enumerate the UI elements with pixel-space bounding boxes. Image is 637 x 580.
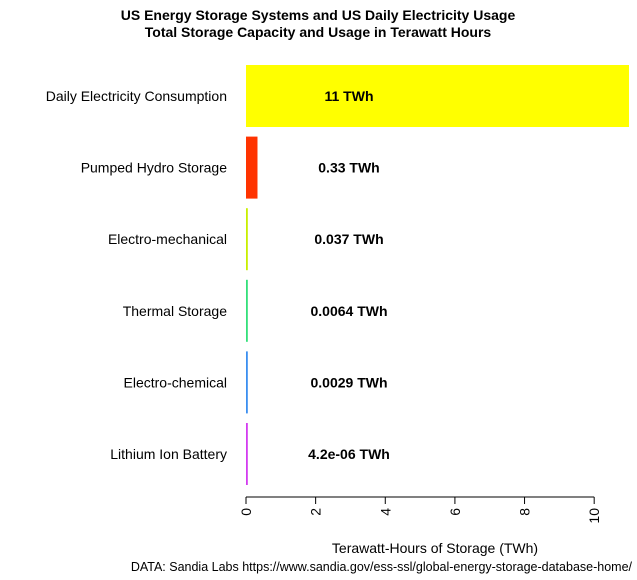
bar-thermal-storage <box>246 279 248 342</box>
value-label-thermal-storage: 0.0064 TWh <box>310 303 387 319</box>
value-label-lithium-ion-battery: 4.2e-06 TWh <box>308 446 390 462</box>
value-label-pumped-hydro-storage: 0.33 TWh <box>318 160 379 176</box>
bar-electro-chemical <box>246 351 248 414</box>
data-source-note: DATA: Sandia Labs https://www.sandia.gov… <box>131 560 633 574</box>
bar-daily-electricity-consumption <box>246 65 629 127</box>
value-label-electro-mechanical: 0.037 TWh <box>314 231 383 247</box>
bars-layer: Daily Electricity Consumption 11 TWh Pumpe… <box>46 65 629 485</box>
category-label-lithium-ion-battery: Lithium Ion Battery <box>110 446 227 462</box>
category-label-electro-chemical: Electro-chemical <box>124 374 227 390</box>
x-axis-ticks: 0 2 4 6 8 10 <box>238 497 602 524</box>
value-label-electro-chemical: 0.0029 TWh <box>310 374 387 390</box>
x-tick-label: 6 <box>447 508 463 516</box>
category-label-pumped-hydro-storage: Pumped Hydro Storage <box>81 160 228 176</box>
value-label-daily-electricity-consumption: 11 TWh <box>324 88 373 104</box>
x-tick-label: 2 <box>308 508 324 516</box>
category-label-electro-mechanical: Electro-mechanical <box>108 231 227 247</box>
x-tick-label: 8 <box>517 508 533 516</box>
x-tick-label: 10 <box>586 508 602 524</box>
chart-subtitle: Total Storage Capacity and Usage in Tera… <box>145 24 492 40</box>
x-tick-label: 0 <box>238 508 254 516</box>
x-tick-label: 4 <box>377 508 393 516</box>
chart-title: US Energy Storage Systems and US Daily E… <box>121 7 516 23</box>
bar-lithium-ion-battery <box>246 423 248 485</box>
category-label-daily-electricity-consumption: Daily Electricity Consumption <box>46 88 227 104</box>
category-label-thermal-storage: Thermal Storage <box>123 303 227 319</box>
bar-pumped-hydro-storage <box>246 136 258 199</box>
bar-electro-mechanical <box>246 208 248 271</box>
x-axis-title: Terawatt-Hours of Storage (TWh) <box>332 540 538 556</box>
